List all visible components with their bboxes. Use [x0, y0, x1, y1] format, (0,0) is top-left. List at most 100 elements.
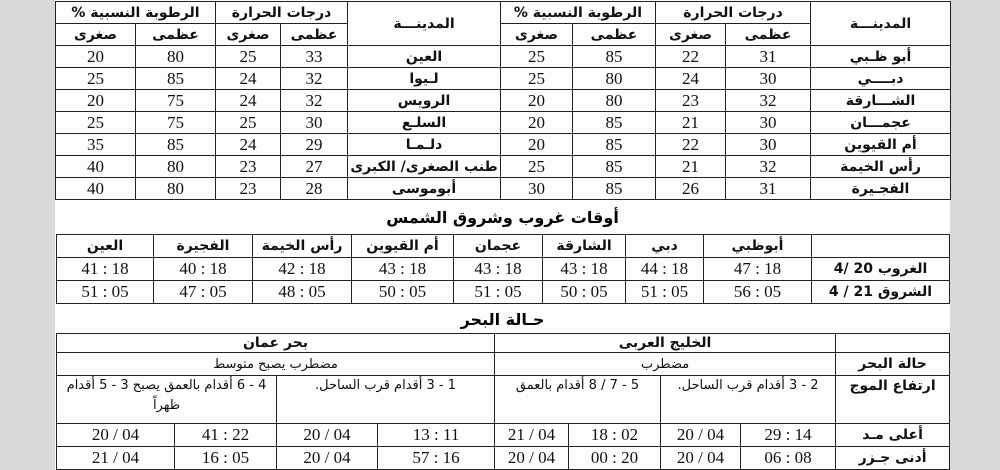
time-value: 18 : 47	[703, 257, 812, 281]
hmin-value: 40	[55, 177, 136, 200]
city-header: دبي	[625, 234, 704, 258]
time-value: 18 : 43	[351, 257, 454, 281]
hmin-value: 30	[500, 177, 573, 200]
time-value: 05 : 56	[703, 280, 812, 304]
city-name: السلـع	[347, 111, 502, 134]
table-row: أم القيوين 30 22 85 20	[500, 133, 952, 156]
tmin-value: 22	[654, 133, 727, 156]
tmax-value: 33	[280, 45, 349, 68]
city-name: الفجـيرة	[810, 177, 952, 200]
gulf-wave-coast: 2 - 3 أقدام قرب الساحل.	[660, 375, 837, 424]
city-name: دبــــي	[810, 67, 952, 90]
city-name: أبو ظـبي	[810, 45, 952, 68]
time-value: 05 : 50	[542, 280, 626, 304]
city-header: رأس الخيمة	[252, 234, 352, 258]
min-header: صغرى	[55, 23, 136, 46]
temp-header: درجات الحرارة	[654, 1, 812, 24]
hmin-value: 20	[55, 89, 136, 112]
tmin-value: 24	[214, 133, 282, 156]
time-value: 18 : 43	[453, 257, 543, 281]
hmin-value: 20	[500, 133, 573, 156]
hmax-value: 80	[135, 177, 216, 200]
min-header: صغرى	[654, 23, 727, 46]
state-label: حالة البحر	[835, 352, 951, 376]
tmin-value: 21	[654, 155, 727, 178]
time-value: 18 : 41	[56, 257, 154, 281]
hmax-value: 85	[572, 45, 656, 68]
city-name: أم القيوين	[810, 133, 952, 156]
low-tide-row: أدنى جـزر 08 : 06 04 / 20 20 : 00 04 / 20 16 …	[55, 446, 951, 470]
city-header: الفجيرة	[153, 234, 253, 258]
table-row: دلـمـا 29 24 85 35	[55, 133, 502, 156]
tmax-value: 30	[725, 133, 812, 156]
hmax-value: 85	[572, 133, 656, 156]
city-header: أبوظبي	[703, 234, 812, 258]
hmin-value: 25	[500, 155, 573, 178]
hmax-value: 75	[135, 111, 216, 134]
city-header: المدينـــة	[810, 1, 952, 46]
city-header: المدينـــة	[347, 1, 502, 46]
tide-value: 11 : 13	[377, 423, 496, 447]
tide-value: 04 / 20	[55, 423, 176, 447]
tmax-value: 30	[280, 111, 349, 134]
row-label: أعلى مـد	[835, 423, 951, 447]
oman-wave-deep: 4 - 6 أقدام بالعمق يصبح 3 - 5 أقدام ظهرا…	[55, 375, 278, 424]
oman-wave-coast: 1 - 3 أقدام قرب الساحل.	[276, 375, 496, 424]
oman-state: مضطرب يصبح متوسط	[55, 352, 496, 376]
max-header: عظمى	[572, 23, 656, 46]
tmax-value: 31	[725, 177, 812, 200]
tmax-value: 30	[725, 67, 812, 90]
min-header: صغرى	[500, 23, 573, 46]
city-name: طنب الصغرى/ الكبرى	[347, 155, 502, 178]
tide-value: 04 / 20	[494, 446, 570, 470]
tmin-value: 23	[214, 155, 282, 178]
sea-table: الخليج العربى بحر عمان حالة البحر مضطرب مضط…	[55, 333, 951, 470]
time-value: 05 : 51	[453, 280, 543, 304]
sea-title: حـالة البحر	[460, 310, 545, 329]
hmax-value: 80	[135, 155, 216, 178]
row-label: أدنى جـزر	[835, 446, 951, 470]
gulf-state: مضطرب	[494, 352, 837, 376]
table-row: الفجـيرة 31 26 85 30	[500, 177, 952, 200]
high-tide-row: أعلى مـد 14 : 29 04 / 20 02 : 18 04 / 21 11 :…	[55, 423, 951, 447]
weather-table-left: المدينـــة درجات الحرارة الرطوبة النسبية…	[55, 1, 502, 200]
time-value: 18 : 42	[252, 257, 352, 281]
tide-value: 05 : 16	[174, 446, 278, 470]
blank-cell	[835, 333, 951, 353]
weather-table-right: المدينـــة درجات الحرارة الرطوبة النسبية…	[500, 1, 952, 200]
tmax-value: 28	[280, 177, 349, 200]
tide-value: 02 : 18	[568, 423, 662, 447]
tmin-value: 25	[214, 45, 282, 68]
table-row: الشـــارقة 32 23 80 20	[500, 89, 952, 112]
table-row: عجمـــان 30 21 85 20	[500, 111, 952, 134]
max-header: عظمى	[135, 23, 216, 46]
gulf-wave-deep: 5 - 7 / 8 أقدام بالعمق	[494, 375, 662, 424]
tide-value: 20 : 00	[568, 446, 662, 470]
tide-value: 14 : 29	[740, 423, 837, 447]
hmax-value: 85	[135, 133, 216, 156]
time-value: 05 : 51	[56, 280, 154, 304]
tide-value: 04 / 20	[276, 423, 379, 447]
time-value: 05 : 51	[625, 280, 704, 304]
table-row: الشروق 21 / 4 05 : 56 05 : 51 05 : 50 05 : 5…	[56, 280, 950, 304]
tide-value: 16 : 57	[377, 446, 496, 470]
city-name: عجمـــان	[810, 111, 952, 134]
hmin-value: 25	[500, 67, 573, 90]
hmin-value: 25	[55, 67, 136, 90]
tmax-value: 30	[725, 111, 812, 134]
sun-header-row: أبوظبي دبي الشارقة عجمان أم القيوين رأس الخيم…	[56, 234, 950, 258]
city-name: أبوموسى	[347, 177, 502, 200]
tmin-value: 24	[214, 67, 282, 90]
tmin-value: 23	[214, 177, 282, 200]
table-row: دبــــي 30 24 80 25	[500, 67, 952, 90]
city-name: العين	[347, 45, 502, 68]
min-header: صغرى	[214, 23, 282, 46]
tide-value: 04 / 21	[494, 423, 570, 447]
time-value: 05 : 47	[153, 280, 253, 304]
time-value: 18 : 43	[542, 257, 626, 281]
max-header: عظمى	[725, 23, 812, 46]
temp-header: درجات الحرارة	[214, 1, 349, 24]
time-value: 05 : 48	[252, 280, 352, 304]
city-header: عجمان	[453, 234, 543, 258]
tmax-value: 31	[725, 45, 812, 68]
